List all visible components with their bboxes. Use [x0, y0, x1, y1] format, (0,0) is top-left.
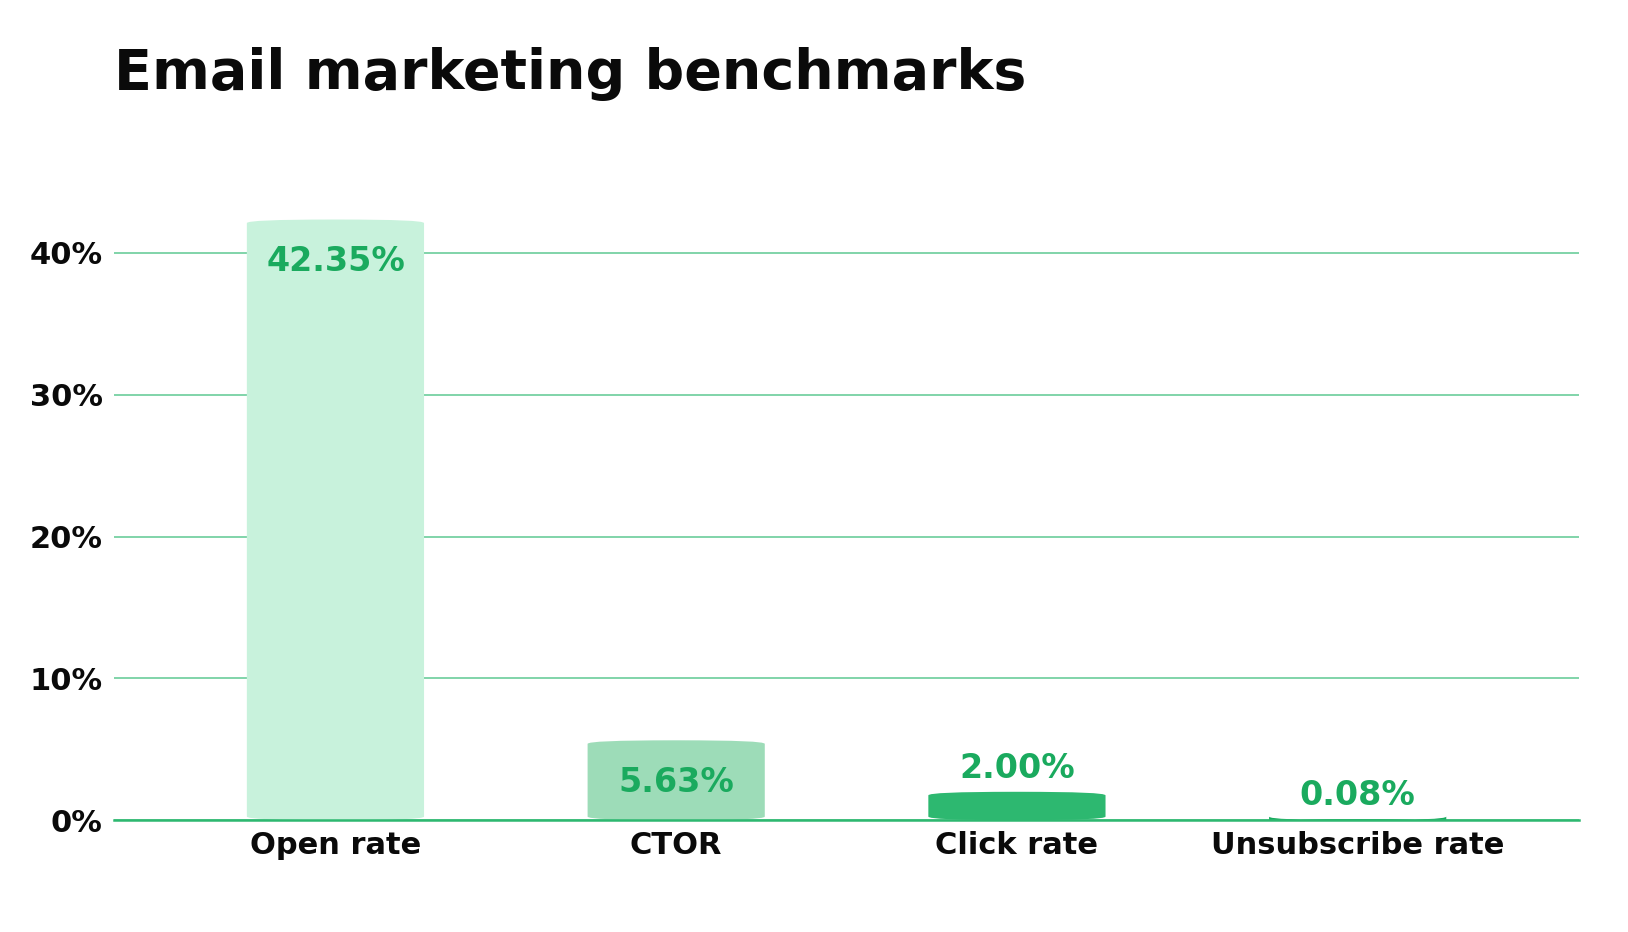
- FancyBboxPatch shape: [1270, 816, 1446, 823]
- Text: Email marketing benchmarks: Email marketing benchmarks: [114, 47, 1026, 101]
- FancyBboxPatch shape: [928, 792, 1105, 820]
- Text: 42.35%: 42.35%: [265, 245, 405, 278]
- Text: 5.63%: 5.63%: [619, 766, 734, 799]
- FancyBboxPatch shape: [588, 740, 765, 820]
- FancyBboxPatch shape: [247, 220, 423, 820]
- Text: 2.00%: 2.00%: [959, 752, 1074, 785]
- Text: 0.08%: 0.08%: [1299, 779, 1416, 812]
